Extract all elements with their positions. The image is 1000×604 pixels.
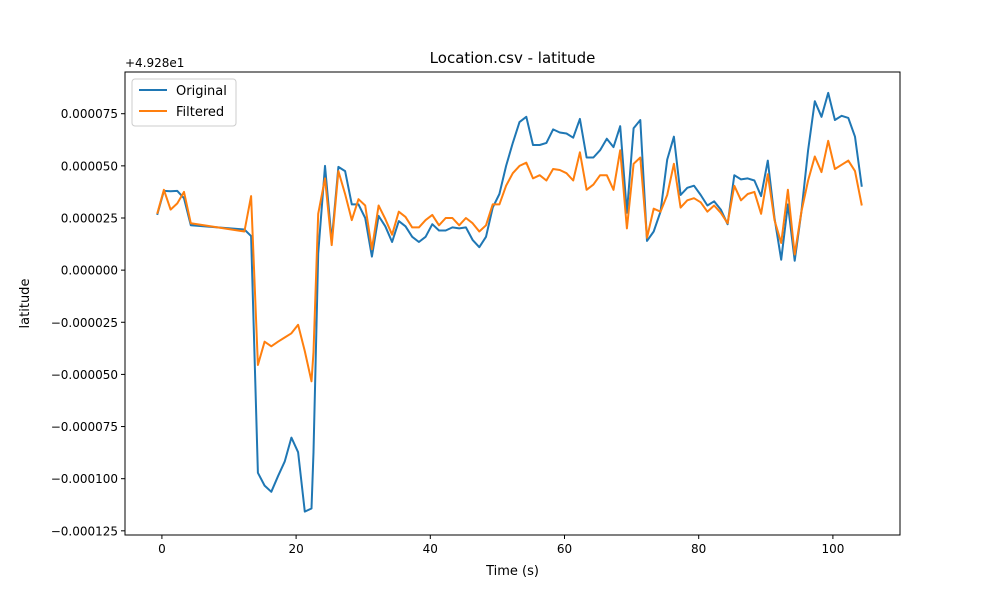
y-offset-label: +4.928e1 bbox=[125, 56, 184, 70]
x-tick-label: 20 bbox=[288, 542, 303, 556]
y-axis-label: latitude bbox=[18, 279, 33, 329]
y-tick-label: −0.000025 bbox=[51, 316, 118, 330]
legend: Original Filtered bbox=[131, 78, 237, 127]
y-axis-ticks: 0.000075 0.000050 0.000025 0.000000 −0.00002… bbox=[51, 107, 125, 538]
y-tick-label: 0.000000 bbox=[61, 264, 118, 278]
x-tick-label: 100 bbox=[821, 542, 844, 556]
series-group bbox=[156, 91, 863, 513]
series-line-original bbox=[156, 91, 863, 513]
y-tick-label: −0.000125 bbox=[51, 524, 118, 538]
legend-label-filtered: Filtered bbox=[176, 105, 224, 120]
plot-area: 0 20 40 60 80 100 0.0000750.0000500.0000250.0… bbox=[51, 71, 901, 556]
x-tick-label: 0 bbox=[158, 542, 166, 556]
chart-title: Location.csv - latitude bbox=[430, 49, 596, 67]
y-tick-label: 0.000025 bbox=[61, 211, 118, 225]
y-tick-label: −0.000075 bbox=[51, 420, 118, 434]
x-tick-label: 80 bbox=[691, 542, 706, 556]
y-tick-label: −0.000050 bbox=[51, 368, 118, 382]
y-tick-label: −0.000100 bbox=[51, 472, 118, 486]
x-tick-label: 60 bbox=[557, 542, 572, 556]
y-tick-label: 0.000075 bbox=[61, 107, 118, 121]
y-tick-label: 0.000050 bbox=[61, 159, 118, 173]
x-axis-ticks: 0 20 40 60 80 100 bbox=[158, 535, 844, 556]
plot-frame bbox=[124, 71, 901, 536]
legend-label-original: Original bbox=[176, 84, 227, 99]
x-tick-label: 40 bbox=[423, 542, 438, 556]
series-line-filtered bbox=[156, 139, 863, 383]
x-axis-label: Time (s) bbox=[485, 564, 539, 579]
